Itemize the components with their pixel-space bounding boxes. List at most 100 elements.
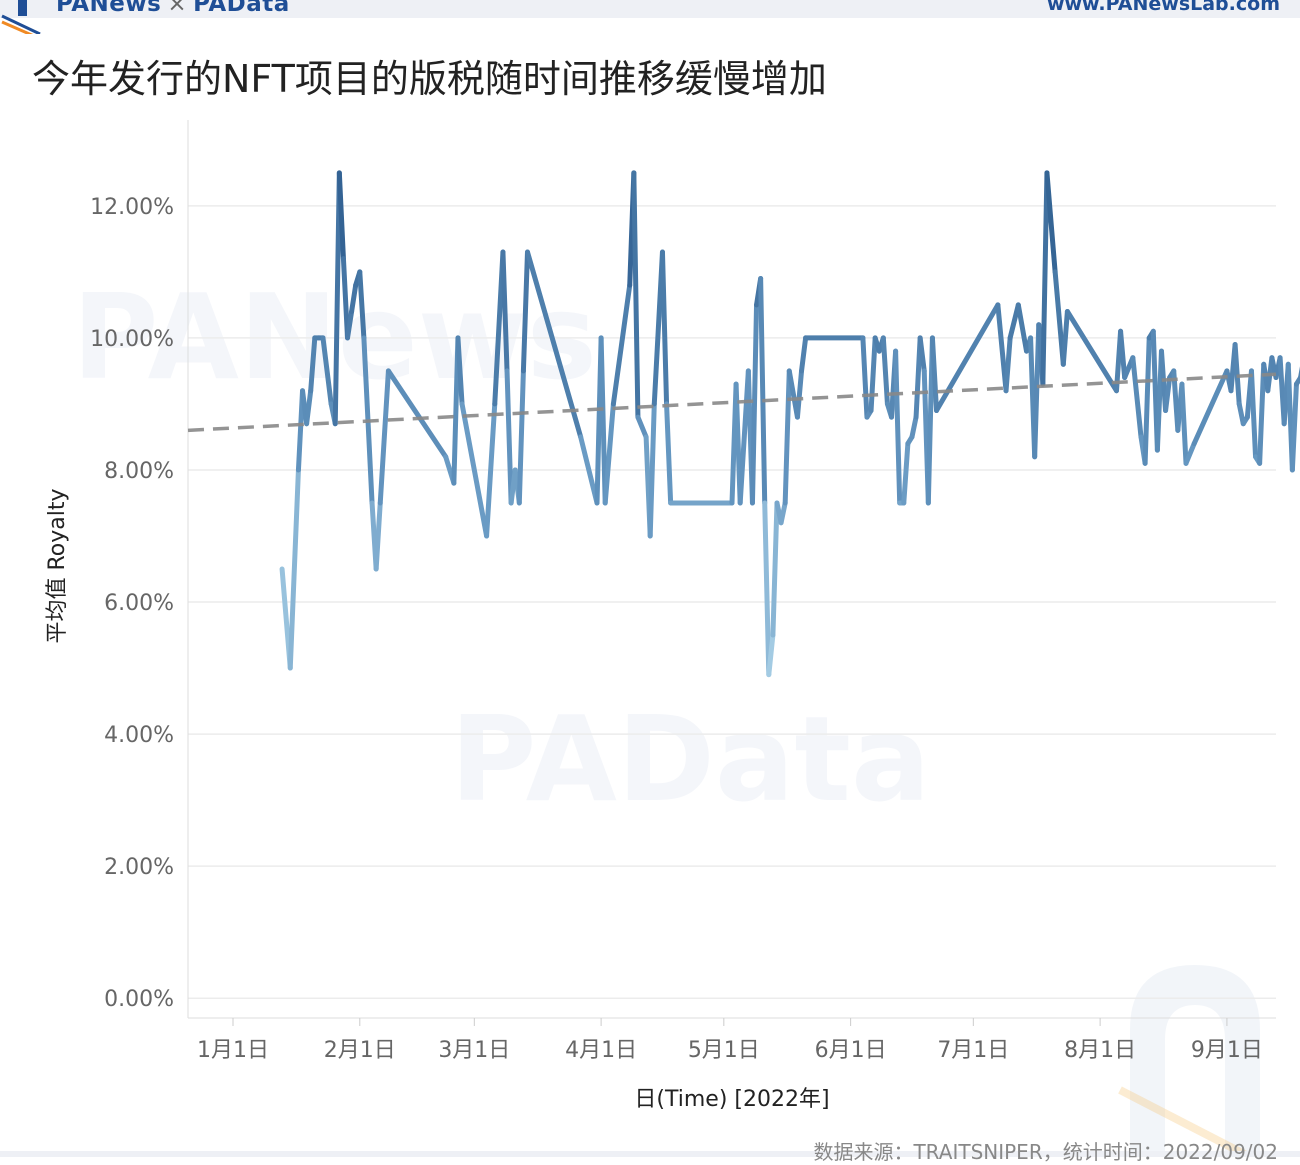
x-axis-title: 日(Time) [2022年] — [634, 1087, 829, 1112]
brand-right: PAData — [193, 0, 290, 17]
x-tick-labels: 1月1日 2月1日 3月1日 4月1日 5月1日 6月1日 7月1日 8月1日 9月1日 — [197, 1018, 1263, 1063]
x-tick-label: 8月1日 — [1064, 1038, 1136, 1063]
series-segment — [1257, 361, 1267, 466]
series-segment — [799, 335, 809, 374]
series-segment — [778, 500, 788, 526]
series-segment — [782, 368, 792, 506]
y-tick-label: 0.00% — [104, 987, 174, 1012]
series-segment — [504, 368, 514, 506]
x-tick-label: 5月1日 — [688, 1038, 760, 1063]
series-segment — [880, 335, 890, 407]
footer-source: 数据来源：TRAITSNIPER，统计时间：2022/09/02 — [813, 1140, 1278, 1164]
y-tick-label: 12.00% — [90, 195, 174, 220]
series-segment — [909, 414, 919, 440]
series-segment — [901, 441, 911, 506]
series-segment — [377, 368, 391, 506]
series-segment — [336, 170, 346, 262]
x-tick-label: 9月1日 — [1191, 1038, 1263, 1063]
series-segment — [1015, 302, 1029, 354]
series-segment — [1052, 269, 1066, 367]
series-segment — [524, 249, 584, 440]
y-tick-labels: 0.00% 2.00% 4.00% 6.00% 8.00% 10.00% 12.00% — [90, 195, 174, 1012]
page-title: 今年发行的NFT项目的版税随时间推移缓慢增加 — [32, 57, 827, 101]
series-segment — [516, 368, 526, 506]
series-segment — [332, 170, 342, 427]
y-tick-label: 10.00% — [90, 327, 174, 352]
royalty-series — [279, 170, 1300, 678]
site-url-link[interactable]: www.PANewsLab.com — [1046, 0, 1280, 15]
series-segment — [304, 388, 314, 427]
series-segment — [320, 335, 334, 407]
series-segment — [1191, 368, 1230, 447]
watermark-padata: PAData — [450, 690, 931, 828]
series-segment — [1142, 335, 1152, 466]
series-segment — [1040, 170, 1050, 387]
series-segment — [598, 335, 608, 506]
series-segment — [520, 249, 530, 374]
x-tick-label: 7月1日 — [937, 1038, 1009, 1063]
axes — [187, 120, 1276, 1019]
series-segment — [1163, 375, 1173, 414]
brand-separator: × — [167, 0, 188, 17]
watermark-stripe-icon — [1118, 1086, 1252, 1157]
y-axis-title: 平均值 Royalty — [45, 488, 70, 643]
series-segment — [860, 335, 870, 420]
series-segment — [1179, 381, 1189, 466]
series-segment — [340, 256, 351, 341]
series-segment — [917, 335, 927, 374]
series-segment — [659, 249, 670, 407]
y-tick-label: 8.00% — [104, 459, 174, 484]
series-segment — [929, 335, 940, 414]
series-segment — [766, 632, 776, 678]
series-segment — [459, 401, 490, 539]
series-segment — [455, 335, 465, 407]
x-tick-label: 3月1日 — [438, 1038, 510, 1063]
series-segment — [357, 269, 367, 341]
x-tick-label: 2月1日 — [324, 1038, 396, 1063]
series-segment — [635, 414, 649, 440]
series-segment — [373, 500, 383, 572]
series-segment — [308, 335, 318, 394]
series-segment — [385, 368, 449, 460]
brand-header: PANews × PAData — [56, 0, 290, 17]
panews-logo-icon — [1, 0, 41, 34]
series-segment — [1003, 335, 1013, 394]
series-segment — [1248, 368, 1259, 460]
series-segment — [578, 434, 600, 506]
series-segment — [647, 401, 657, 539]
series-segment — [749, 302, 760, 506]
series-segment — [500, 249, 510, 374]
series-segment — [631, 170, 641, 420]
series-segment — [287, 467, 301, 671]
y-tick-label: 2.00% — [104, 855, 174, 880]
series-segment — [1118, 328, 1128, 381]
y-tick-label: 6.00% — [104, 591, 174, 616]
trend-layer — [187, 372, 1277, 433]
watermark-arch-icon — [1130, 965, 1260, 1157]
brand-left: PANews — [56, 0, 162, 17]
series-segment — [770, 500, 780, 638]
series-segment — [762, 500, 772, 678]
series-segment — [868, 335, 878, 414]
bottom-bar — [0, 1151, 1300, 1157]
top-brand-bar — [0, 0, 1300, 18]
y-tick-label: 4.00% — [104, 723, 174, 748]
series-segment — [1130, 355, 1144, 440]
series-segment — [349, 282, 359, 314]
series-segment — [484, 401, 498, 539]
series-segment — [345, 308, 355, 341]
series-segment — [602, 401, 616, 506]
series-segment — [1044, 170, 1058, 275]
series-segment — [893, 348, 903, 506]
x-tick-label: 4月1日 — [565, 1038, 637, 1063]
series-segment — [610, 282, 633, 407]
series-segment — [1060, 308, 1070, 367]
x-tick-label: 6月1日 — [815, 1038, 887, 1063]
trend-line — [187, 372, 1277, 433]
series-segment — [664, 401, 674, 506]
series-segment — [1232, 342, 1242, 407]
series-segment — [758, 275, 768, 506]
series-segment — [1289, 381, 1299, 473]
x-tick-label: 1月1日 — [197, 1038, 269, 1063]
